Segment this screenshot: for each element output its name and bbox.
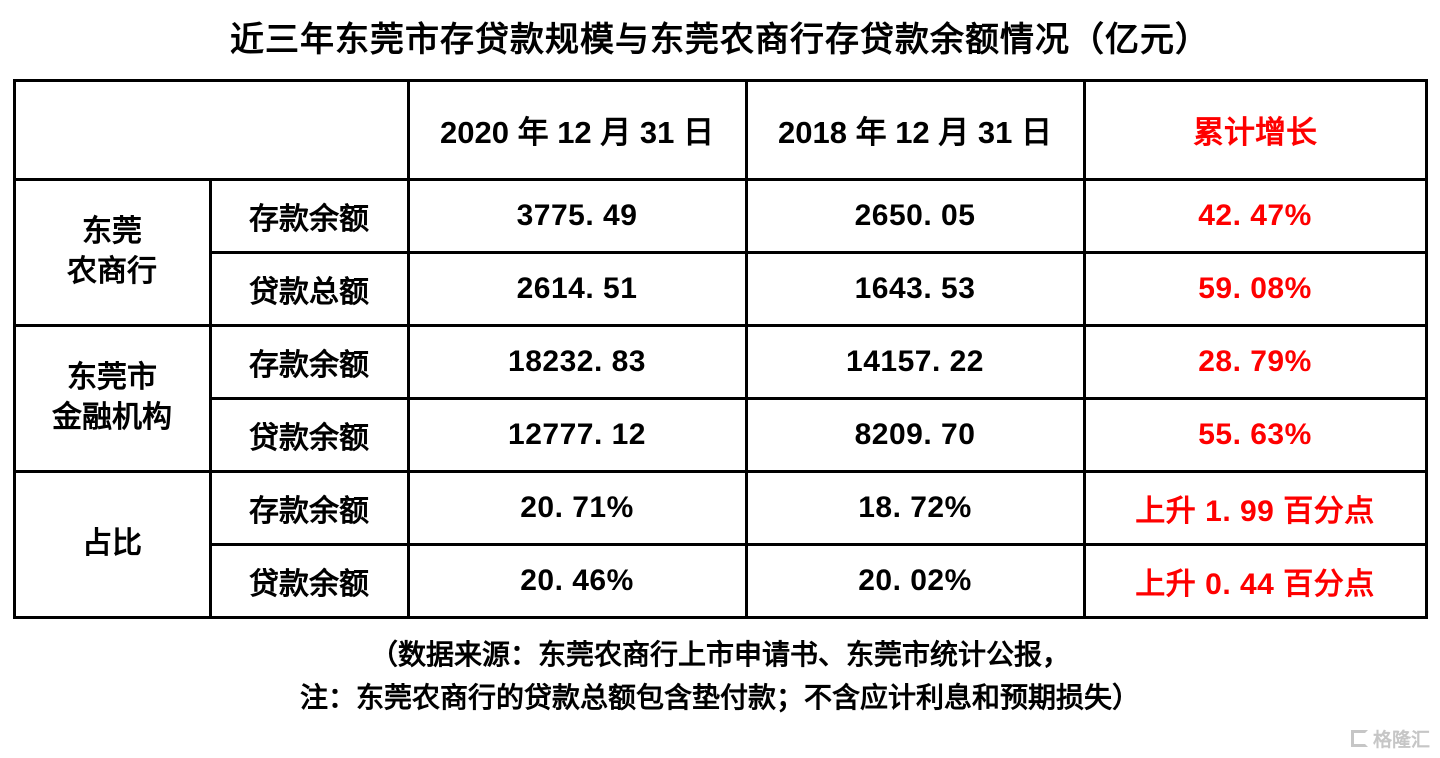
group-label-city: 东莞市 金融机构 [12, 323, 212, 473]
value-2018: 8209. 70 [744, 396, 1086, 473]
value-2018: 2650. 05 [744, 177, 1086, 254]
metric-label: 贷款余额 [208, 542, 410, 619]
watermark-text: 格隆汇 [1372, 730, 1430, 751]
value-2020: 20. 71% [406, 469, 748, 546]
definition-note: 注：东莞农商行的贷款总额包含垫付款；不含应计利息和预期损失） [299, 682, 1140, 714]
gelonghui-watermark: 格隆汇 [1350, 725, 1430, 752]
metric-label: 存款余额 [208, 323, 410, 400]
growth-value: 42. 47% [1082, 177, 1428, 254]
table-row: 东莞 农商行 存款余额 3775. 49 2650. 05 42. 47% [12, 177, 1428, 327]
column-header-2018: 2018 年 12 月 31 日 [744, 78, 1086, 181]
table-row: 贷款余额 20. 46% 20. 02% 上升 0. 44 百分点 [14, 542, 1428, 619]
growth-value: 上升 0. 44 百分点 [1082, 542, 1428, 619]
metric-label: 存款余额 [208, 469, 410, 546]
deposit-loan-table: 2020 年 12 月 31 日 2018 年 12 月 31 日 累计增长 东… [12, 78, 1428, 619]
source-note: （数据来源：东莞农商行上市申请书、东莞市统计公报， [369, 638, 1070, 670]
column-header-2020: 2020 年 12 月 31 日 [406, 78, 748, 181]
table-row: 贷款余额 12777. 12 8209. 70 55. 63% [14, 396, 1428, 473]
group-label-ratio: 占比 [12, 469, 212, 619]
header-row: 2020 年 12 月 31 日 2018 年 12 月 31 日 累计增长 [12, 78, 1428, 181]
footnotes: （数据来源：东莞农商行上市申请书、东莞市统计公报， 注：东莞农商行的贷款总额包含… [0, 633, 1440, 720]
value-2018: 20. 02% [744, 542, 1086, 619]
table-row: 占比 存款余额 20. 71% 18. 72% 上升 1. 99 百分点 [12, 469, 1428, 619]
value-2018: 1643. 53 [744, 250, 1086, 327]
growth-value: 55. 63% [1082, 396, 1428, 473]
corner-cell [12, 78, 410, 181]
value-2018: 18. 72% [744, 469, 1086, 546]
value-2020: 18232. 83 [406, 323, 748, 400]
value-2020: 3775. 49 [406, 177, 748, 254]
metric-label: 贷款余额 [208, 396, 410, 473]
growth-value: 上升 1. 99 百分点 [1082, 469, 1428, 546]
value-2020: 20. 46% [406, 542, 748, 619]
group-label-bank: 东莞 农商行 [12, 177, 212, 327]
table-row: 东莞市 金融机构 存款余额 18232. 83 14157. 22 28. 79… [12, 323, 1428, 473]
value-2018: 14157. 22 [744, 323, 1086, 400]
metric-label: 贷款总额 [208, 250, 410, 327]
value-2020: 2614. 51 [406, 250, 748, 327]
metric-label: 存款余额 [208, 177, 410, 254]
growth-value: 28. 79% [1082, 323, 1428, 400]
column-header-growth: 累计增长 [1082, 78, 1428, 181]
gelonghui-logo-icon [1350, 730, 1368, 747]
table-row: 贷款总额 2614. 51 1643. 53 59. 08% [14, 250, 1428, 327]
growth-value: 59. 08% [1082, 250, 1428, 327]
page-title: 近三年东莞市存贷款规模与东莞农商行存贷款余额情况（亿元） [230, 21, 1210, 59]
value-2020: 12777. 12 [406, 396, 748, 473]
